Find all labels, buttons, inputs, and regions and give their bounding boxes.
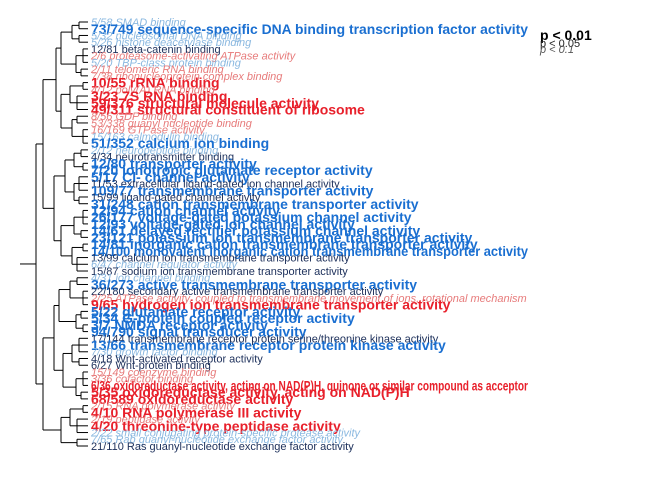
term-label: 12/94 cation channel activity <box>91 202 280 218</box>
legend-entry: p < 0.1 <box>539 44 574 56</box>
term-label: 15/163 calmodulin binding <box>91 131 220 143</box>
term-label: 7/30 growth factor binding <box>91 347 218 359</box>
term-label: 15/87 sodium ion transmembrane transport… <box>91 266 348 278</box>
term-label: 51/352 calcium ion binding <box>91 135 269 151</box>
term-label: 5/17 Cl- channel activity <box>91 169 250 185</box>
term-label: 5/20 TBP-class protein binding <box>91 57 242 69</box>
term-label: 2/22 small conjugating protein-specific … <box>90 427 362 439</box>
term-label: 2/12 neuropeptide binding <box>90 145 219 157</box>
term-label: 31/248 cation transmembrane transporter … <box>91 196 419 212</box>
term-label: 5/58 SMAD binding <box>91 17 187 29</box>
term-label: 109/77 transmembrane transporter activit… <box>91 182 374 198</box>
term-label: 5/26 histone deacetylase binding <box>91 37 252 49</box>
term-label: 15/99 ligand-gated channel activity <box>91 192 261 204</box>
term-label: 14/61 delayed rectifier potassium channe… <box>91 223 420 239</box>
term-label: 4/12 poly(A) RNA binding <box>91 84 216 96</box>
term-label: 11/53 extracellular ligand-gated ion cha… <box>91 178 340 190</box>
term-label: 26/177 voltage-gated potassium channel a… <box>91 209 412 225</box>
term-label: 2/15 RNA polymerase activity <box>90 401 236 413</box>
term-label: 16/169 GTPase activity <box>91 125 206 137</box>
term-label: 15/149 coenzyme binding <box>91 367 217 379</box>
term-label: 12/80 transporter activity <box>91 155 257 171</box>
term-label: 10/55 rRNA binding <box>91 75 220 91</box>
term-label: 68/589 oxidoreductase activity <box>91 391 294 407</box>
term-label: 3/23 7S RNA binding <box>91 88 227 104</box>
term-label: 14/81 inorganic cation transmembrane tra… <box>91 236 478 252</box>
dendrogram-tree <box>20 21 88 447</box>
term-label: 36/273 active transmembrane transporter … <box>91 277 417 293</box>
term-label: 3/7 NMDA receptor activity <box>91 317 268 333</box>
term-label: 4/18 Wnt-activated receptor activity <box>91 353 263 365</box>
term-label: 5/22 glutamate receptor activity <box>91 303 301 319</box>
term-label: 6/36 oxidoreductase activity, acting on … <box>91 377 528 393</box>
term-label: 8/56 GDP binding <box>91 111 178 123</box>
term-label: 14/100 monovalent inorganic cation trans… <box>91 243 528 259</box>
term-label: 2/19 peptidase activity <box>90 414 201 426</box>
legend-entry: p < 0.05 <box>540 38 580 50</box>
term-label: 2/25 ATPase activity, coupled to transme… <box>90 293 527 305</box>
term-label: 4/34 neurotransmitter binding <box>91 152 234 164</box>
term-label: 13/66 transmembrane receptor protein kin… <box>91 337 446 353</box>
term-label: 12/93 voltage-gated ion channel activity <box>91 216 355 232</box>
term-label: 7/38 ribonucleoprotein complex binding <box>91 71 283 83</box>
term-label: 7/20 ionotropic glutamate receptor activ… <box>91 162 373 178</box>
term-label: 4/10 RNA polymerase III activity <box>91 404 302 420</box>
term-label: 7/65 Rab guanyl-nucleotide exchange fact… <box>91 434 344 446</box>
term-label: 13/99 calcium ion transmembrane transpor… <box>91 253 350 265</box>
term-label: 2/6 proteasome-activating ATPase activit… <box>90 51 297 63</box>
term-label: 21/110 Ras guanyl-nucleotide exchange fa… <box>91 441 354 453</box>
term-label: 73/749 sequence-specific DNA binding tra… <box>91 21 528 37</box>
term-label: 6/27 Wnt-protein binding <box>91 360 211 372</box>
term-label: 17/144 transmembrane receptor protein se… <box>91 333 439 345</box>
term-label: 2/11 telomeric RNA binding <box>90 64 225 76</box>
term-label: 23/121 potassium ion transmembrane trans… <box>91 229 472 245</box>
term-label: 6/47 channel regulator activity <box>91 259 239 271</box>
term-label: 4/20 threonine-type peptidase activity <box>91 418 341 434</box>
term-label: 12/81 beta-catenin binding <box>91 44 221 56</box>
significance-legend: p < 0.01p < 0.05p < 0.1 <box>539 27 592 56</box>
legend-entry: p < 0.01 <box>540 27 592 43</box>
term-label: 5/35 oxidoreductase activity, acting on … <box>91 384 410 400</box>
term-label: 22/180 secondary active transmembrane tr… <box>91 286 384 298</box>
term-label: 59/376 structural molecule activity <box>91 95 319 111</box>
term-label: 5/32 nucleosomal DNA binding <box>91 30 243 42</box>
term-label: 3/36 cofactor binding <box>91 374 194 386</box>
term-label: 94/790 signal transducer activity <box>91 324 307 340</box>
term-label: 4/31 ion channel binding <box>91 273 211 285</box>
term-label: 49/311 structural constituent of ribosom… <box>91 102 365 118</box>
term-label: 5/34 G-protein coupled receptor activity <box>91 310 355 326</box>
term-label: 53/338 guanyl nucleotide binding <box>91 118 253 130</box>
term-label: 9/65 hydrogen ion transmembrane transpor… <box>91 297 451 313</box>
